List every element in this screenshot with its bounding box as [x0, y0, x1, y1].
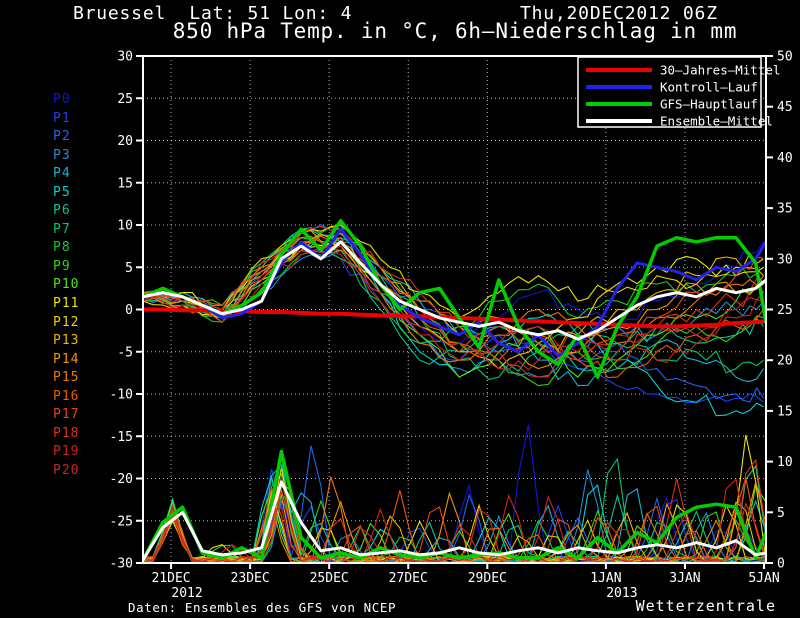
brand-label: Wetterzentrale	[635, 597, 776, 615]
member-precip-line-P20	[143, 476, 766, 563]
y-left-tick-label: -25	[110, 514, 133, 529]
y-left-tick-label: 25	[117, 92, 133, 107]
member-label-P14: P14	[53, 351, 80, 367]
station-label: Bruessel Lat: 51 Lon: 4	[73, 3, 353, 24]
y-right-tick-label: 10	[777, 455, 793, 470]
y-left-tick-label: 10	[117, 219, 133, 234]
member-label-P3: P3	[53, 147, 71, 163]
member-label-P19: P19	[53, 444, 80, 460]
member-temp-line-P17	[143, 241, 764, 361]
member-label-P9: P9	[53, 258, 71, 274]
data-source-label: Daten: Ensembles des GFS von NCEP	[128, 600, 397, 615]
y-right-tick-label: 45	[777, 100, 793, 115]
member-label-P18: P18	[53, 425, 80, 441]
x-tick-label: 5JAN	[748, 571, 779, 586]
axes: -30 -25 -20 -15 -10 -5 0 5 10 15 20 25 30 0 5 10 15 20 25 3…	[110, 50, 793, 602]
legend-label-0: 30–Jahres–Mittel	[660, 63, 780, 78]
y-right-tick-label: 40	[777, 151, 793, 166]
y-left-tick-label: 5	[125, 261, 133, 276]
series-line-ensemble-mittel	[143, 240, 766, 341]
y-right-tick-label: 50	[777, 50, 793, 65]
y-left-tick-label: -10	[110, 388, 133, 403]
member-label-P10: P10	[53, 277, 80, 293]
x-tick-year-label: 2013	[606, 586, 637, 601]
run-datetime-label: Thu,20DEC2012 06Z	[520, 3, 718, 24]
y-left-tick-label: 15	[117, 176, 133, 191]
member-precip-line-P19	[143, 478, 766, 563]
member-label-P0: P0	[53, 92, 71, 107]
member-label-P12: P12	[53, 314, 80, 330]
y-left-tick-label: 20	[117, 134, 133, 149]
legend-label-1: Kontroll–Lauf	[660, 80, 758, 95]
member-label-P6: P6	[53, 203, 71, 219]
y-left-tick-label: -15	[110, 430, 133, 445]
x-tick-label: 27DEC	[389, 571, 428, 586]
member-label-column: P0 P1 P2 P3 P4 P5 P6 P7 P8 P9 P10 P11 P12 P13 P14 P15 P1…	[53, 91, 95, 480]
member-label-P16: P16	[53, 388, 80, 404]
y-right-tick-label: 20	[777, 354, 793, 369]
y-left-tick-label: -20	[110, 472, 133, 487]
member-label-P7: P7	[53, 221, 71, 237]
y-right-tick-label: 5	[777, 506, 785, 521]
member-temp-line-P20	[143, 245, 764, 371]
y-left-tick-label: -5	[117, 345, 133, 360]
y-left-tick-label: -30	[110, 557, 133, 572]
x-tick-label: 29DEC	[468, 571, 507, 586]
legend-label-3: Ensemble–Mittel	[660, 114, 773, 129]
x-tick-label: 23DEC	[231, 571, 270, 586]
x-tick-label: 25DEC	[310, 571, 349, 586]
member-precip-line-P17	[143, 485, 766, 563]
member-label-P11: P11	[53, 296, 80, 312]
member-label-P17: P17	[53, 407, 80, 423]
member-label-P2: P2	[53, 129, 71, 145]
ensemble-members	[143, 223, 766, 563]
x-tick-label: 3JAN	[669, 571, 700, 586]
legend: 30–Jahres–Mittel Kontroll–Lauf GFS–Hauptla…	[577, 56, 780, 129]
y-right-tick-label: 30	[777, 252, 793, 267]
x-tick-label: 21DEC	[151, 571, 190, 586]
member-label-P8: P8	[53, 240, 71, 256]
x-tick-label: 1JAN	[590, 571, 621, 586]
chart-title: 850 hPa Temp. in °C, 6h–Niederschlag in …	[172, 19, 738, 43]
series-line-ensemble-mittel-niederschlag	[143, 480, 766, 562]
member-label-P4: P4	[53, 166, 71, 182]
main-series	[143, 219, 766, 562]
series-line-gfs-hauptlauf-niederschlag	[143, 449, 766, 562]
y-right-tick-label: 25	[777, 303, 793, 318]
series-line-gfs-hauptlauf	[143, 219, 766, 379]
grid	[143, 56, 766, 563]
member-temp-line-P18	[143, 225, 764, 378]
legend-label-2: GFS–Hauptlauf	[660, 97, 758, 112]
member-precip-line-P2	[143, 445, 766, 563]
member-label-P13: P13	[53, 333, 80, 349]
member-label-P1: P1	[53, 110, 71, 126]
series-line-kontroll-lauf	[143, 227, 766, 358]
y-left-tick-label: 0	[125, 303, 133, 318]
y-right-tick-label: 15	[777, 404, 793, 419]
x-tick-year-label: 2012	[171, 586, 202, 601]
member-label-P5: P5	[53, 184, 71, 200]
member-label-P20: P20	[53, 462, 80, 478]
y-left-tick-label: 30	[117, 50, 133, 65]
y-right-tick-label: 35	[777, 202, 793, 217]
y-right-tick-label: 0	[777, 557, 785, 572]
member-label-P15: P15	[53, 370, 80, 386]
